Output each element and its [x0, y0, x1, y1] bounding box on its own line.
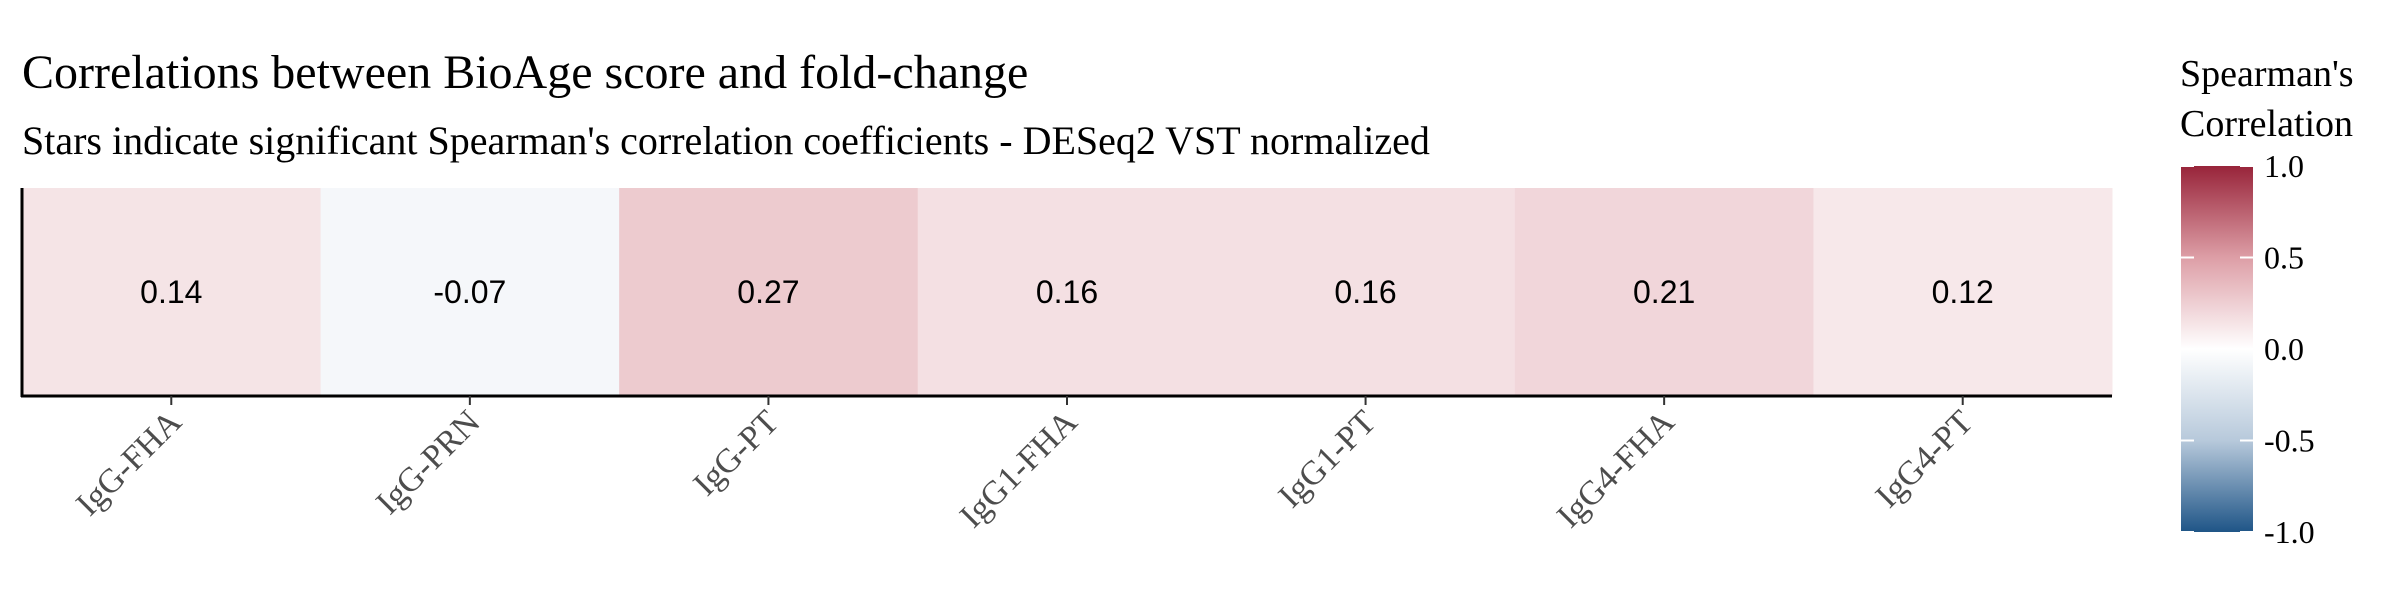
cell-value-label-igg1-fha: 0.16 [1036, 274, 1098, 310]
x-tick-label-igg4-pt: IgG4-PT [1869, 403, 1981, 515]
chart-title: Correlations between BioAge score and fo… [22, 46, 1028, 99]
cell-value-label-igg-fha: 0.14 [140, 274, 202, 310]
cell-value-label-igg4-pt: 0.12 [1932, 274, 1994, 310]
legend-title-line-1: Spearman's [2180, 53, 2354, 95]
x-tick-label-igg1-pt: IgG1-PT [1272, 403, 1384, 515]
legend-tick-label-3: -0.5 [2264, 423, 2315, 459]
heatmap-cell-igg-pt [619, 188, 919, 396]
x-tick-label-igg-pt: IgG-PT [686, 403, 786, 503]
legend-ticks: 1.0 0.5 0.0 -0.5 -1.0 [2181, 148, 2315, 550]
legend-tick-label-2: 0.0 [2264, 331, 2304, 367]
cell-value-label-igg-pt: 0.27 [737, 274, 799, 310]
chart-subtitle: Stars indicate significant Spearman's co… [22, 118, 1430, 163]
heatmap-cell-igg-prn [320, 188, 620, 396]
heatmap-cell-igg1-fha [917, 188, 1217, 396]
heatmap-cell-igg-fha [22, 188, 322, 396]
heatmap-cell-igg4-fha [1514, 188, 1814, 396]
x-tick-label-igg4-fha: IgG4-FHA [1550, 403, 1682, 535]
color-legend: Spearman's Correlation 1.0 0.5 0.0 -0.5 -1.0 [2180, 53, 2354, 550]
legend-tick-label-4: -1.0 [2264, 514, 2315, 550]
cell-value-label-igg4-fha: 0.21 [1633, 274, 1695, 310]
cell-value-label-igg-prn: -0.07 [433, 274, 506, 310]
heatmap-cell-igg1-pt [1216, 188, 1516, 396]
legend-tick-label-1: 0.5 [2264, 240, 2304, 276]
legend-title-line-2: Correlation [2180, 103, 2353, 145]
x-axis-ticks [170, 396, 1964, 405]
x-tick-label-igg-fha: IgG-FHA [69, 403, 189, 523]
x-axis-tick-labels: IgG-FHA IgG-PRN IgG-PT IgG1-FHA IgG1-PT IgG4-… [69, 403, 1980, 535]
cell-value-label-igg1-pt: 0.16 [1334, 274, 1396, 310]
heatmap-cell-labels: 0.14 -0.07 0.27 0.16 0.16 0.21 0.12 [140, 274, 1994, 310]
heatmap-cell-igg4-pt [1813, 188, 2113, 396]
legend-tick-label-0: 1.0 [2264, 148, 2304, 184]
heatmap-cells [22, 188, 2113, 396]
x-tick-label-igg-prn: IgG-PRN [369, 403, 487, 521]
x-tick-label-igg1-fha: IgG1-FHA [953, 403, 1085, 535]
